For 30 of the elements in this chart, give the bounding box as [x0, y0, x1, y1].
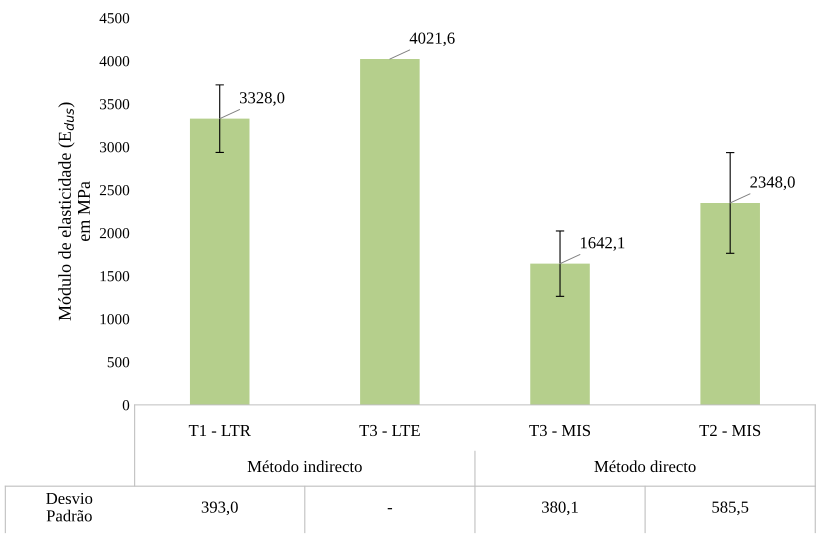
bar — [190, 118, 250, 405]
data-label: 4021,6 — [410, 32, 455, 46]
bar — [530, 264, 590, 405]
text: Desvio Padrão — [46, 492, 92, 522]
y-tick-label: 3500 — [100, 99, 130, 110]
bar — [700, 202, 760, 405]
y-tick-label: 1500 — [100, 271, 130, 282]
data-label: 1642,1 — [580, 237, 624, 251]
x-tick-label: T3 - MIS — [529, 424, 590, 436]
text: Método indirecto — [248, 460, 362, 472]
text: 380,1 — [542, 502, 578, 516]
y-tick-label: 0 — [122, 400, 130, 410]
y-tick-label: 2500 — [100, 185, 130, 196]
y-tick-label: 4000 — [100, 56, 130, 66]
data-label: 2348,0 — [750, 176, 795, 190]
y-tick-label: 3000 — [100, 142, 130, 152]
text: 585,5 — [712, 502, 748, 516]
y-tick-label: 4500 — [100, 13, 130, 24]
text: 393,0 — [202, 502, 238, 516]
y-tick-label: 500 — [108, 357, 130, 368]
x-tick-label: T2 - MIS — [699, 424, 760, 436]
text: - — [388, 508, 392, 510]
x-tick-label: T1 - LTR — [188, 424, 251, 436]
y-tick-label: 2000 — [100, 228, 130, 238]
bar — [360, 59, 420, 405]
y-tick-label: 1000 — [100, 314, 130, 324]
text: Módulo de elasticidade (E$_{dus}$) em MPa — [58, 102, 90, 321]
x-tick-label: T3 - LTE — [359, 424, 420, 436]
text: Método directo — [594, 460, 696, 472]
data-label: 3328,0 — [240, 92, 284, 106]
